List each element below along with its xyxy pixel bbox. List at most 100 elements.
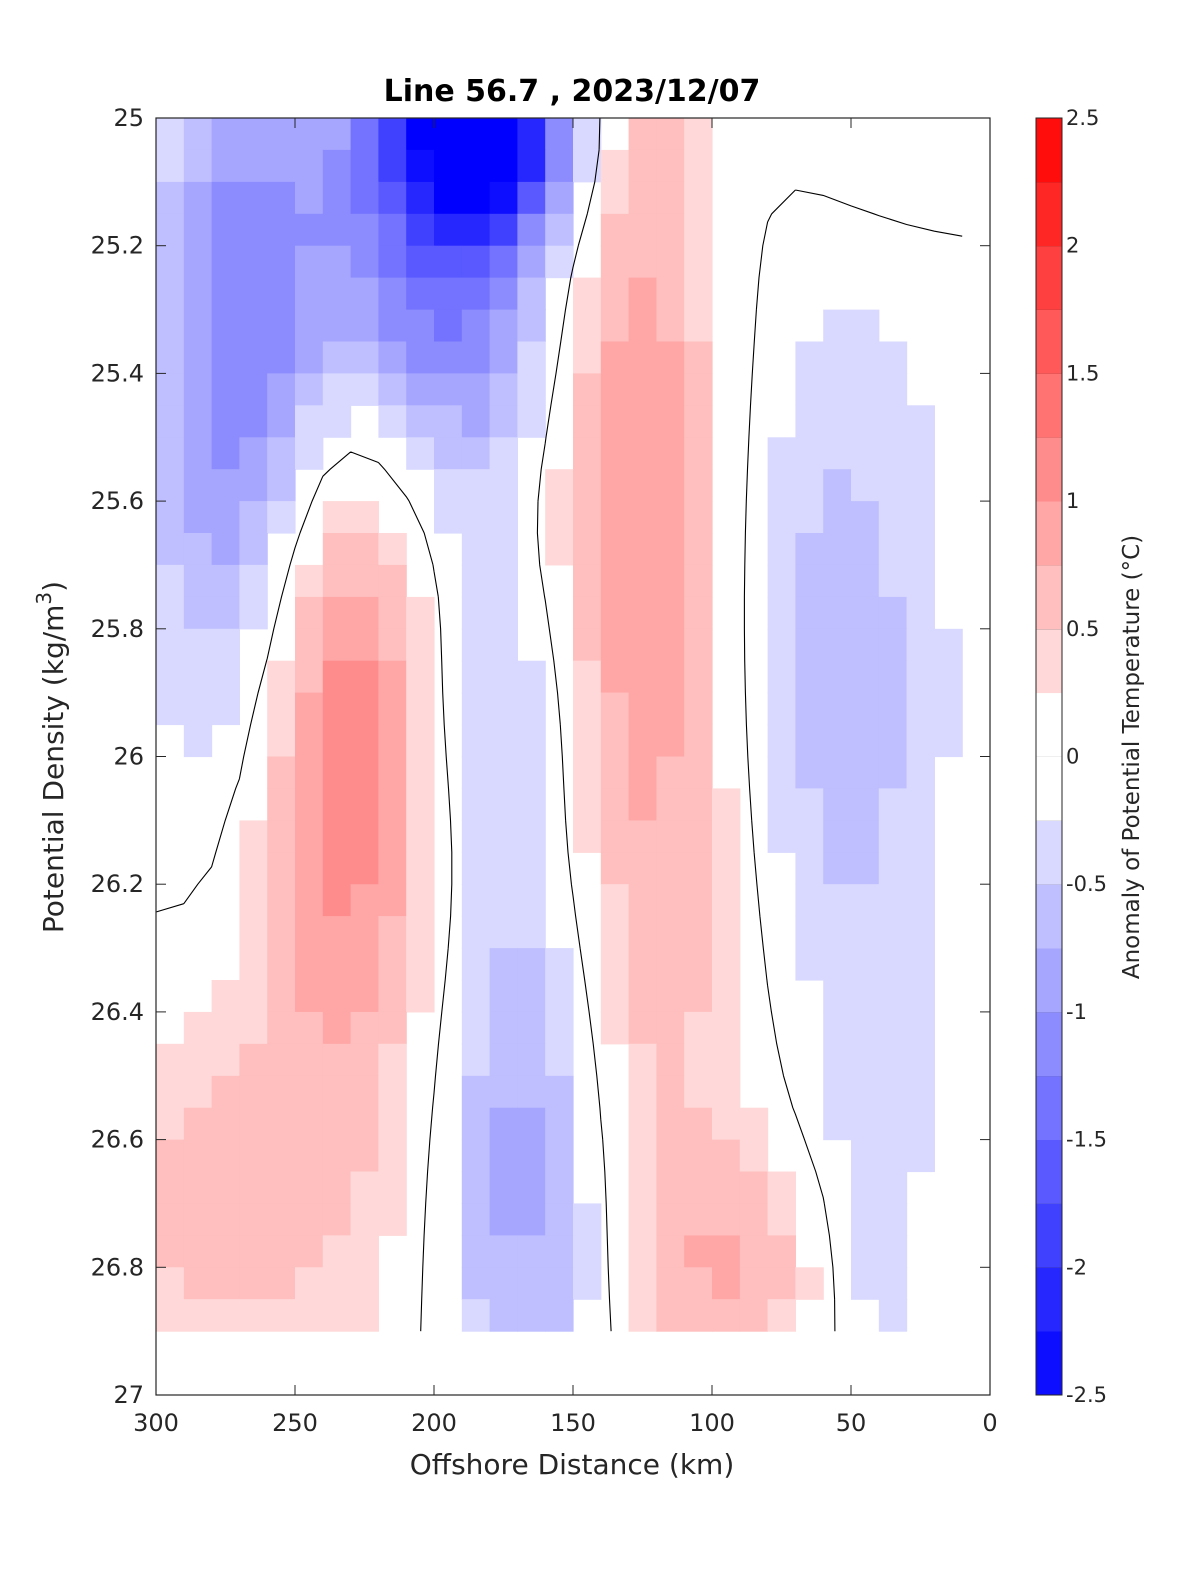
heatmap-cell-711 <box>712 1171 741 1204</box>
heatmap-cell-302 <box>656 564 685 598</box>
heatmap-cell-419 <box>823 724 852 758</box>
heatmap-cell-689 <box>684 1139 713 1173</box>
y-tick-label: 26.6 <box>91 1126 144 1154</box>
heatmap-cell-244 <box>878 469 908 502</box>
heatmap-cell-509 <box>295 884 324 917</box>
heatmap-cell-135 <box>851 309 880 343</box>
heatmap-cell-56 <box>656 181 685 215</box>
heatmap-cell-506 <box>906 852 935 885</box>
heatmap-cell-236 <box>600 469 630 502</box>
heatmap-cell-488 <box>267 852 296 885</box>
heatmap-cell-480 <box>712 820 741 853</box>
heatmap-cell-449 <box>406 788 435 821</box>
heatmap-cell-417 <box>767 724 796 758</box>
heatmap-cell-691 <box>739 1139 769 1173</box>
heatmap-cell-621 <box>517 1043 546 1077</box>
heatmap-cell-115 <box>156 309 185 343</box>
heatmap-cell-362 <box>406 660 435 694</box>
heatmap-cell-83 <box>322 245 352 279</box>
heatmap-cell-665 <box>628 1107 657 1141</box>
heatmap-cell-147 <box>461 341 491 374</box>
colorbar-band <box>1036 245 1062 310</box>
colorbar-tick-label: 0 <box>1066 745 1079 769</box>
y-tick-label: 26.2 <box>91 870 144 898</box>
heatmap-cell-485 <box>878 820 908 853</box>
heatmap-cell-644 <box>628 1075 657 1109</box>
heatmap-cell-137 <box>183 341 213 374</box>
heatmap-cell-275 <box>461 533 491 566</box>
heatmap-cell-342 <box>573 628 602 662</box>
heatmap-cell-282 <box>684 533 713 566</box>
heatmap-cell-72 <box>545 213 574 247</box>
heatmap-cell-606 <box>823 1011 852 1045</box>
heatmap-cell-617 <box>350 1043 379 1077</box>
heatmap-cell-82 <box>295 245 324 279</box>
heatmap-cell-692 <box>851 1139 880 1173</box>
heatmap-cell-378 <box>156 692 185 726</box>
heatmap-cell-415 <box>656 724 685 758</box>
heatmap-cell-602 <box>628 1011 657 1045</box>
heatmap-cell-266 <box>878 501 908 534</box>
heatmap-cell-545 <box>878 916 908 949</box>
heatmap-cell-569 <box>239 980 268 1013</box>
heatmap-cell-300 <box>600 564 630 598</box>
heatmap-cell-382 <box>295 692 324 726</box>
heatmap-cell-284 <box>795 533 824 566</box>
heatmap-cell-650 <box>878 1075 908 1109</box>
heatmap-cell-15 <box>573 118 602 151</box>
plot-area: 300 250 200 150 100 50 0 2525.225.425.625.8262… <box>91 104 998 1437</box>
heatmap-cell-668 <box>712 1107 741 1141</box>
heatmap-cell-647 <box>712 1075 741 1109</box>
heatmap-cell-20 <box>183 149 213 183</box>
heatmap-cell-265 <box>851 501 880 534</box>
heatmap-cell-213 <box>461 437 491 470</box>
heatmap-cell-304 <box>767 564 796 598</box>
heatmap-cell-215 <box>573 437 602 470</box>
x-tick-label: 300 <box>133 1409 179 1437</box>
heatmap-cell-512 <box>378 884 407 917</box>
heatmap-cell-555 <box>489 948 518 981</box>
heatmap-cell-356 <box>211 660 240 694</box>
heatmap-cell-501 <box>712 852 741 885</box>
heatmap-cell-344 <box>628 628 657 662</box>
heatmap-cell-339 <box>406 628 435 662</box>
heatmap-cell-291 <box>211 564 240 598</box>
heatmap-cell-680 <box>322 1139 352 1173</box>
heatmap-cell-424 <box>267 756 296 789</box>
heatmap-cell-2 <box>211 118 240 151</box>
heatmap-cell-434 <box>600 756 630 789</box>
heatmap-cell-649 <box>851 1075 880 1109</box>
heatmap-cell-537 <box>600 916 630 949</box>
heatmap-cell-783 <box>211 1299 240 1332</box>
heatmap-cell-609 <box>906 1011 935 1045</box>
heatmap-cell-451 <box>489 788 518 821</box>
heatmap-cell-232 <box>461 469 491 502</box>
heatmap-cell-23 <box>267 149 296 183</box>
heatmap-cell-395 <box>767 692 796 726</box>
heatmap-cell-465 <box>239 820 268 853</box>
heatmap-cell-32 <box>517 149 546 183</box>
heatmap-cell-171 <box>489 373 518 406</box>
heatmap-cell-90 <box>517 245 546 279</box>
heatmap-cell-439 <box>795 756 824 789</box>
heatmap-cell-618 <box>378 1043 407 1077</box>
heatmap-cell-510 <box>322 884 352 917</box>
heatmap-cell-624 <box>656 1043 685 1077</box>
heatmap-cell-773 <box>656 1267 685 1300</box>
heatmap-cell-223 <box>851 437 880 470</box>
heatmap-cell-273 <box>350 533 379 566</box>
heatmap-cell-476 <box>600 820 630 853</box>
heatmap-cell-270 <box>211 533 240 566</box>
heatmap-cell-231 <box>434 469 463 502</box>
heatmap-cell-352 <box>906 628 935 662</box>
heatmap-cell-615 <box>295 1043 324 1077</box>
heatmap-cell-422 <box>906 724 935 758</box>
heatmap-cell-627 <box>823 1043 852 1077</box>
heatmap-cell-536 <box>517 916 546 949</box>
heatmap-cell-376 <box>906 660 935 694</box>
x-axis: 300 250 200 150 100 50 0 <box>133 118 998 1437</box>
heatmap-cell-295 <box>350 564 379 598</box>
colorbar-band <box>1036 501 1062 566</box>
heatmap-cell-573 <box>350 980 379 1013</box>
